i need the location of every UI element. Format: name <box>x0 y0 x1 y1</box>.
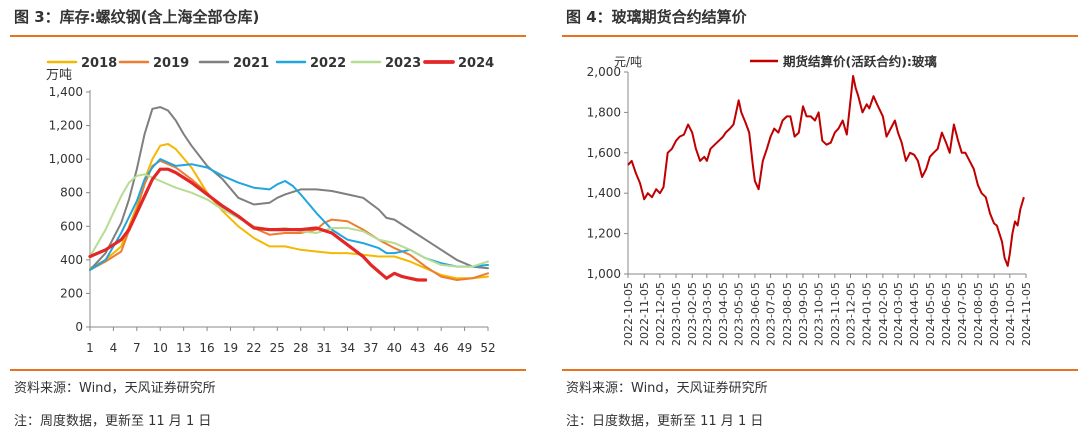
x-tick-label: 4 <box>110 341 118 355</box>
x-tick-label: 49 <box>457 341 472 355</box>
y-tick-label: 1,600 <box>587 146 621 160</box>
x-tick-label: 2024-07-05 <box>956 282 969 346</box>
x-tick-label: 43 <box>410 341 425 355</box>
y-tick-label: 800 <box>60 186 83 200</box>
x-tick-label: 31 <box>316 341 331 355</box>
x-tick-label: 2024-11-05 <box>1020 282 1033 346</box>
y-unit-label: 万吨 <box>46 68 72 83</box>
x-tick-label: 2023-10-05 <box>813 282 826 346</box>
glass-futures-chart: 元/吨 1,000 1,200 1,400 1,600 1,800 2,000 2022-10… <box>587 54 1033 346</box>
y-tick-label: 1,400 <box>587 186 621 200</box>
x-tick-label: 2024-02-05 <box>877 282 890 346</box>
y-unit-label: 元/吨 <box>614 55 642 69</box>
left-chart-title: 图 3：库存:螺纹钢(含上海全部仓库) <box>14 8 260 26</box>
y-tick-label: 600 <box>60 219 83 233</box>
x-tick-label: 13 <box>176 341 191 355</box>
x-tick-label: 22 <box>246 341 261 355</box>
x-tick-label: 2024-05-05 <box>924 282 937 346</box>
y-tick-label: 400 <box>60 253 83 267</box>
x-tick-label: 2024-01-05 <box>861 282 874 346</box>
right-note-text: 注：日度数据，更新至 11 月 1 日 <box>566 414 764 429</box>
right-source-text: 资料来源：Wind，天风证券研究所 <box>566 381 768 396</box>
x-tick-label: 1 <box>86 341 94 355</box>
y-tick-label: 1,400 <box>49 85 83 99</box>
series-line-2018 <box>89 143 489 280</box>
x-tick-label: 2024-10-05 <box>1004 282 1017 346</box>
left-footer-divider <box>10 369 526 371</box>
x-tick-label: 28 <box>293 341 308 355</box>
right-panel: 图 4：玻璃期货合约结算价 元/吨 1,000 1,200 1,400 1,600 1,8… <box>552 0 1080 432</box>
series-line-2019 <box>89 159 489 281</box>
x-tick-label: 52 <box>480 341 495 355</box>
series-line-2022 <box>89 158 489 271</box>
right-chart-title: 图 4：玻璃期货合约结算价 <box>566 8 747 26</box>
series-line-2021 <box>89 106 489 271</box>
legend-label-2021: 2021 <box>233 56 269 71</box>
x-tick-label: 2022-12-05 <box>654 282 667 346</box>
rebar-inventory-chart: 万吨 0 200 400 600 800 1,000 1,200 1,400 1 4 7 10 13 16 1… <box>46 56 496 355</box>
legend-label-glass: 期货结算价(活跃合约):玻璃 <box>783 54 937 69</box>
x-tick-label: 40 <box>387 341 402 355</box>
x-tick-label: 2022-11-05 <box>638 282 651 346</box>
legend-label-2019: 2019 <box>153 56 189 71</box>
x-tick-label: 2022-10-05 <box>622 282 635 346</box>
x-tick-label: 2023-06-05 <box>749 282 762 346</box>
x-tick-label: 2023-12-05 <box>845 282 858 346</box>
x-tick-label: 10 <box>153 341 168 355</box>
y-tick-label: 1,000 <box>49 152 83 166</box>
legend-label-2023: 2023 <box>385 56 421 71</box>
y-tick-label: 1,200 <box>587 227 621 241</box>
x-tick-label: 2024-03-05 <box>892 282 905 346</box>
legend-label-2022: 2022 <box>310 56 346 71</box>
series-line-2024 <box>88 167 428 282</box>
y-tick-label: 2,000 <box>587 65 621 79</box>
x-tick-label: 2024-06-05 <box>940 282 953 346</box>
y-tick-label: 0 <box>75 320 83 334</box>
x-tick-label: 19 <box>223 341 238 355</box>
x-tick-label: 2023-04-05 <box>717 282 730 346</box>
x-tick-label: 37 <box>363 341 378 355</box>
left-source-text: 资料来源：Wind，天风证券研究所 <box>14 381 216 396</box>
x-tick-label: 34 <box>340 341 355 355</box>
x-tick-label: 2024-04-05 <box>908 282 921 346</box>
y-tick-label: 1,200 <box>49 119 83 133</box>
x-tick-label: 2024-08-05 <box>972 282 985 346</box>
x-tick-label: 2023-01-05 <box>670 282 683 346</box>
left-panel: 图 3：库存:螺纹钢(含上海全部仓库) 万吨 0 200 400 600 800 1,000… <box>0 0 528 432</box>
x-tick-label: 2023-08-05 <box>781 282 794 346</box>
y-tick-label: 1,800 <box>587 105 621 119</box>
x-tick-label: 7 <box>133 341 141 355</box>
x-tick-label: 46 <box>434 341 449 355</box>
x-tick-label: 2024-09-05 <box>988 282 1001 346</box>
series-line-glass-settlement <box>627 75 1025 267</box>
right-footer-divider <box>562 369 1078 371</box>
x-tick-label: 2023-02-05 <box>686 282 699 346</box>
x-tick-label: 16 <box>199 341 214 355</box>
x-tick-label: 2023-05-05 <box>733 282 746 346</box>
left-title-divider <box>10 35 526 37</box>
x-tick-label: 2023-11-05 <box>829 282 842 346</box>
right-title-divider <box>562 35 1078 37</box>
y-tick-label: 1,000 <box>587 267 621 281</box>
left-note-text: 注：周度数据，更新至 11 月 1 日 <box>14 414 212 429</box>
legend-label-2024: 2024 <box>458 56 494 71</box>
y-tick-label: 200 <box>60 286 83 300</box>
x-tick-label: 2023-03-05 <box>701 282 714 346</box>
x-tick-label: 2023-09-05 <box>797 282 810 346</box>
x-tick-label: 2023-07-05 <box>765 282 778 346</box>
legend-label-2018: 2018 <box>81 56 117 71</box>
x-tick-label: 25 <box>270 341 285 355</box>
